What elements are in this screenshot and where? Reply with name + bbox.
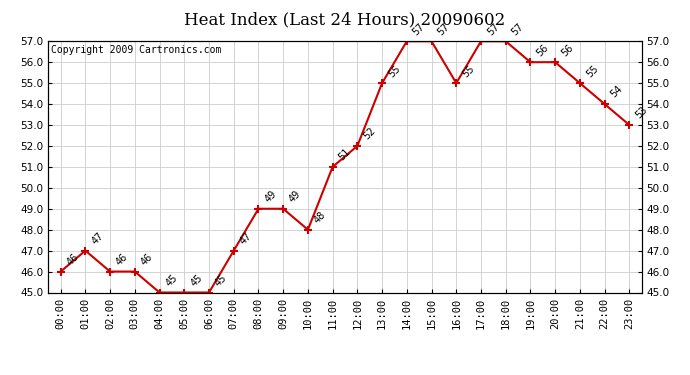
- Text: 45: 45: [213, 273, 229, 288]
- Text: 55: 55: [584, 63, 600, 79]
- Text: 46: 46: [115, 252, 130, 267]
- Text: 47: 47: [90, 231, 106, 246]
- Text: 45: 45: [164, 273, 179, 288]
- Text: 48: 48: [312, 210, 328, 225]
- Text: 57: 57: [485, 21, 501, 37]
- Text: Copyright 2009 Cartronics.com: Copyright 2009 Cartronics.com: [51, 45, 221, 55]
- Text: Heat Index (Last 24 Hours) 20090602: Heat Index (Last 24 Hours) 20090602: [184, 11, 506, 28]
- Text: 53: 53: [633, 105, 649, 121]
- Text: 47: 47: [238, 231, 254, 246]
- Text: 46: 46: [139, 252, 155, 267]
- Text: 57: 57: [411, 21, 427, 37]
- Text: 52: 52: [362, 126, 377, 142]
- Text: 51: 51: [337, 147, 353, 163]
- Text: 56: 56: [560, 42, 575, 58]
- Text: 49: 49: [263, 189, 278, 205]
- Text: 55: 55: [386, 63, 402, 79]
- Text: 46: 46: [65, 252, 81, 267]
- Text: 45: 45: [188, 273, 204, 288]
- Text: 57: 57: [510, 21, 526, 37]
- Text: 54: 54: [609, 84, 624, 100]
- Text: 56: 56: [535, 42, 551, 58]
- Text: 55: 55: [460, 63, 476, 79]
- Text: 57: 57: [435, 21, 452, 37]
- Text: 49: 49: [287, 189, 303, 205]
